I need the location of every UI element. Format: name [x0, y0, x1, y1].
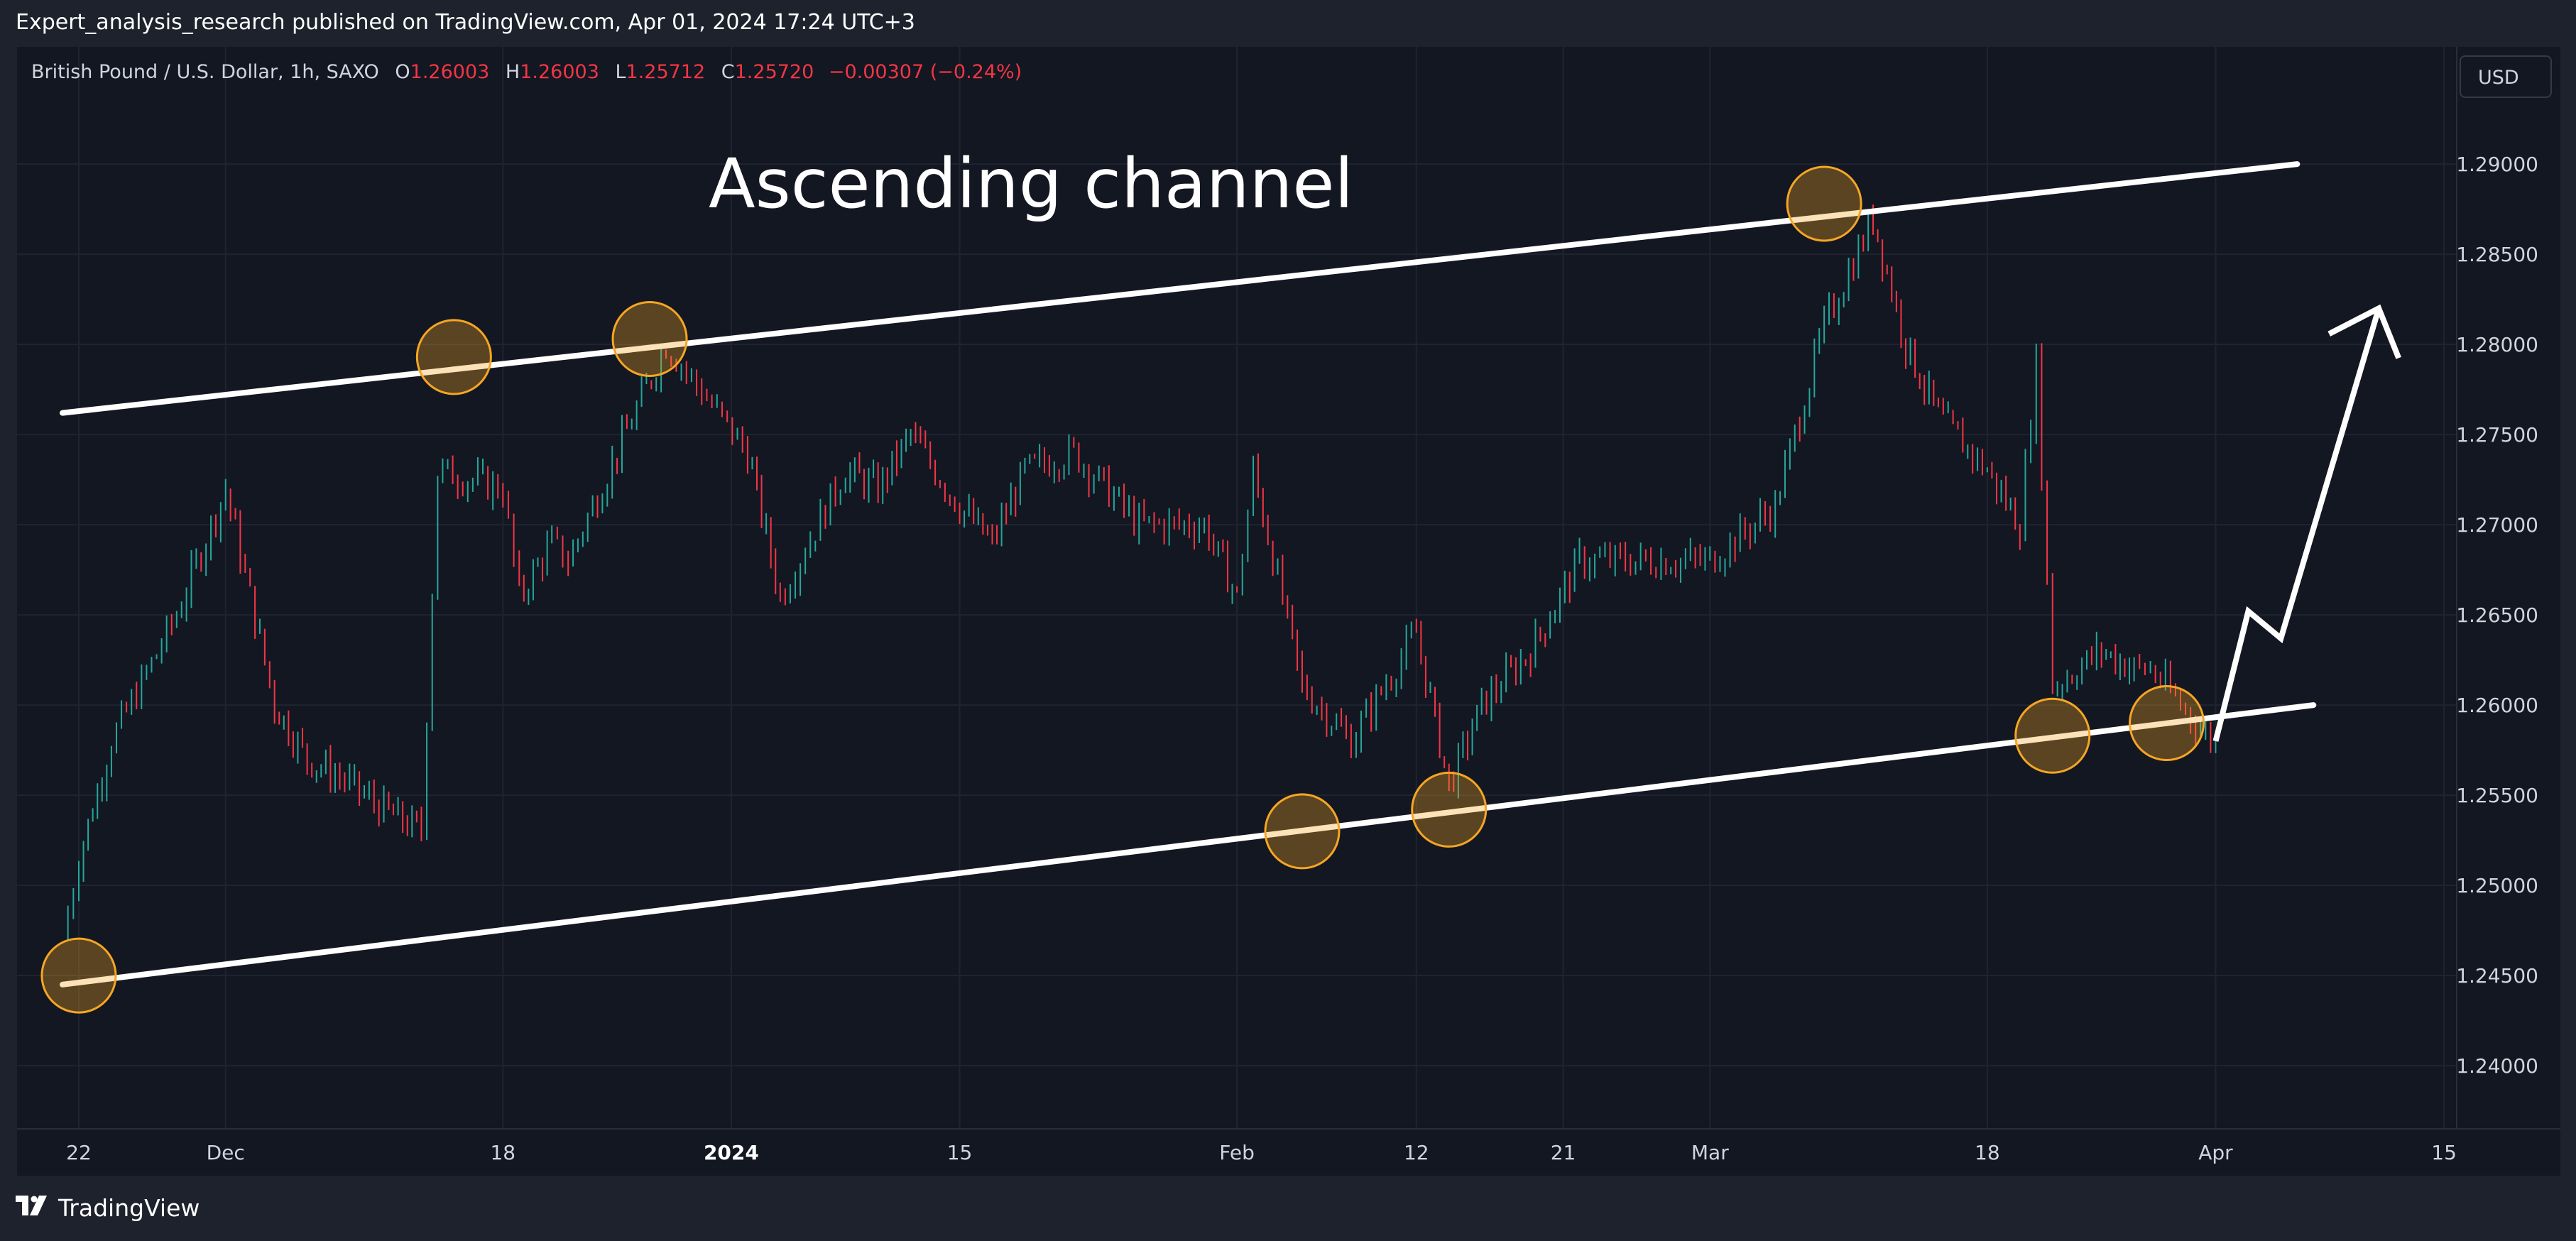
touch-highlight-circle — [1264, 793, 1341, 870]
y-axis-tick-label: 1.25500 — [2456, 784, 2538, 807]
y-axis-tick-label: 1.28000 — [2456, 333, 2538, 356]
x-axis-tick-label: 18 — [490, 1141, 515, 1164]
currency-button[interactable]: USD — [2460, 55, 2552, 98]
y-axis-tick-label: 1.29000 — [2456, 153, 2538, 176]
tradingview-brand: TradingView — [58, 1194, 200, 1222]
annotation-text: Ascending channel — [709, 144, 1353, 224]
y-axis-tick-label: 1.27000 — [2456, 513, 2538, 537]
touch-highlight-circle — [1411, 771, 1488, 848]
touch-highlight-circle — [2014, 697, 2091, 774]
x-axis-tick-label: 15 — [2431, 1141, 2457, 1164]
touch-highlight-circle — [1786, 165, 1862, 242]
y-axis-tick-label: 1.24000 — [2456, 1054, 2538, 1078]
upper-channel-trendline — [60, 161, 2301, 416]
touch-highlight-circle — [2129, 685, 2205, 761]
x-axis-tick-label: 22 — [66, 1141, 92, 1164]
x-axis-tick-label: 15 — [947, 1141, 973, 1164]
touch-highlight-circle — [40, 937, 117, 1014]
y-axis-tick-label: 1.24500 — [2456, 964, 2538, 988]
x-axis-tick-label: Mar — [1691, 1141, 1729, 1164]
x-axis-tick-label: Apr — [2198, 1141, 2233, 1164]
touch-highlight-circle — [611, 300, 688, 377]
change-value: −0.00307 (−0.24%) — [828, 61, 1022, 83]
x-axis-tick-label: 21 — [1551, 1141, 1576, 1164]
drawing-layer: Ascending channel — [40, 144, 2401, 1014]
x-axis-tick-label: 18 — [1975, 1141, 2000, 1164]
lower-channel-trendline — [60, 702, 2317, 988]
chart-frame[interactable] — [17, 47, 2560, 1176]
arrow-head — [2327, 304, 2401, 359]
x-axis-tick-label: Feb — [1219, 1141, 1255, 1164]
ohlc-legend: British Pound / U.S. Dollar, 1h, SAXO O1… — [31, 61, 1022, 83]
x-axis-tick-label: Dec — [207, 1141, 245, 1164]
projection-arrow — [2212, 307, 2382, 742]
axis-labels: 1.29000 1.28500 1.28000 1.27500 1.27000 1.265… — [66, 153, 2538, 1164]
low-value: 1.25712 — [626, 61, 706, 83]
y-axis-tick-label: 1.28500 — [2456, 243, 2538, 266]
grid-lines — [17, 47, 2560, 1130]
footer-bar: TradingView — [0, 1176, 2576, 1241]
high-value: 1.26003 — [520, 61, 599, 83]
price-series — [67, 204, 2217, 941]
y-axis-tick-label: 1.25000 — [2456, 874, 2538, 897]
publish-text: Expert_analysis_research published on Tr… — [16, 10, 915, 35]
y-axis-tick-label: 1.26500 — [2456, 603, 2538, 627]
low-label: L — [615, 61, 626, 83]
y-axis-tick-label: 1.27500 — [2456, 423, 2538, 447]
open-label: O — [395, 61, 410, 83]
close-label: C — [721, 61, 735, 83]
close-value: 1.25720 — [734, 61, 814, 83]
symbol-name[interactable]: British Pound / U.S. Dollar, 1h, SAXO — [31, 61, 379, 83]
open-value: 1.26003 — [410, 61, 490, 83]
tradingview-logo-icon — [16, 1196, 47, 1215]
x-axis-tick-label: 12 — [1404, 1141, 1429, 1164]
touch-highlight-circle — [415, 319, 492, 395]
y-axis-tick-label: 1.26000 — [2456, 694, 2538, 717]
publish-header: Expert_analysis_research published on Tr… — [0, 0, 2576, 47]
high-label: H — [505, 61, 520, 83]
x-axis-tick-label: 2024 — [704, 1141, 759, 1164]
